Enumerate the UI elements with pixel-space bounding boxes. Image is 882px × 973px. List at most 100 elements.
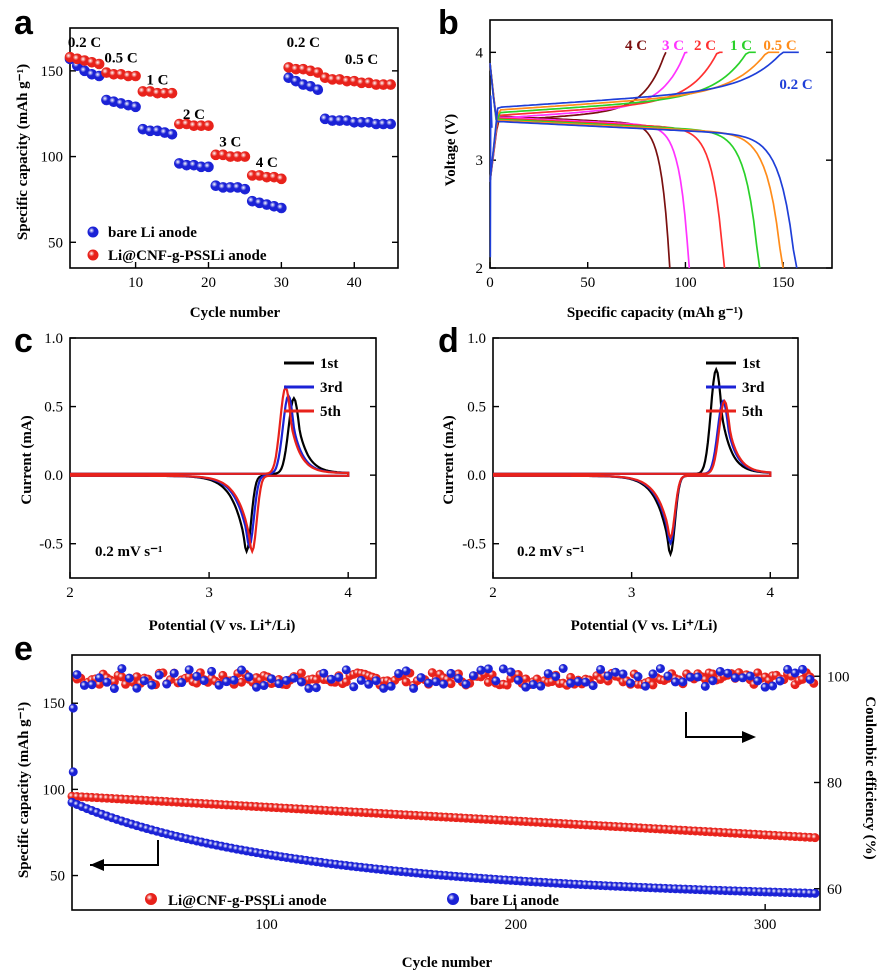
discharge-curve: [489, 63, 761, 269]
y-tick-label: 0.5: [44, 400, 63, 416]
bare-ce-point: [229, 675, 239, 685]
rate-label-1: 3 C: [662, 38, 684, 54]
x-tick-label: 300: [754, 917, 777, 933]
bare-ce-point: [222, 677, 232, 687]
bare-ce-point: [596, 664, 606, 674]
bare-ce-point: [401, 666, 411, 676]
bare-ce-point: [334, 672, 344, 682]
chart-d-xlabel: Potential (V vs. Li⁺/Li): [571, 618, 718, 634]
charge-curve: [489, 51, 688, 182]
bare-ce-point: [379, 683, 389, 693]
chart-e: 100 200 300 50 100 150 60 80 100 Li@CNF-g-PSSLi …: [16, 654, 878, 971]
bare-ce-point: [566, 678, 576, 688]
legend-label: 1st: [742, 356, 760, 372]
bare-ce-point: [184, 665, 194, 675]
legend-a-bare-marker: [87, 226, 99, 238]
bare-ce-point: [453, 674, 463, 684]
bare-ce-point: [491, 676, 501, 686]
bare-ce-point: [693, 672, 703, 682]
y-tick-label: 1.0: [44, 331, 63, 347]
chart-b-ylabel: Voltage (V): [443, 114, 459, 186]
panel-letter-d: d: [438, 322, 459, 360]
legend-a-cnf-label: Li@CNF-g-PSSLi anode: [108, 248, 267, 264]
y-tick-label: 0.5: [467, 400, 486, 416]
y-tick-label: 150: [43, 696, 66, 712]
cnf-point: [166, 87, 178, 99]
bare-ce-point: [416, 673, 426, 683]
y-tick-label-right: 80: [827, 776, 842, 792]
bare-ce-point: [154, 670, 164, 680]
chart-c-legend: 1st 3rd 5th: [284, 356, 343, 420]
bare-ce-point: [326, 674, 336, 684]
y-tick-label: 100: [43, 782, 66, 798]
bare-li-point: [385, 118, 397, 130]
bare-ce-point: [633, 672, 643, 682]
bare-ce-point: [723, 668, 733, 678]
chart-e-xlabel: Cycle number: [402, 955, 493, 971]
cnf-ce-point: [446, 679, 456, 689]
discharge-curve: [489, 63, 784, 269]
left-axis-arrow: [90, 840, 159, 866]
bare-ce-point: [274, 679, 284, 689]
bare-ce-point: [655, 664, 665, 674]
cv-curve: [493, 398, 772, 541]
bare-ce-point: [648, 669, 658, 679]
bare-ce-point: [87, 680, 97, 690]
bare-ce-point: [536, 681, 546, 691]
bare-ce-point: [753, 676, 763, 686]
cnf-point: [93, 58, 105, 70]
rate-label-4: 0.5 C: [763, 38, 796, 54]
rate-label: 4 C: [256, 155, 278, 171]
charge-curve: [489, 51, 799, 182]
rate-label-3: 1 C: [730, 38, 752, 54]
rate-label-2: 2 C: [694, 38, 716, 54]
bare-ce-point: [573, 677, 583, 687]
legend-e-bare-label: bare Li anode: [470, 893, 559, 909]
bare-ce-point: [289, 673, 299, 683]
rate-label: 0.2 C: [68, 35, 101, 51]
bare-ce-point: [805, 674, 815, 684]
bare-ce-point: [192, 671, 202, 681]
y-tick-label: 0.0: [467, 468, 486, 484]
cv-curve: [70, 384, 350, 555]
y-tick-label: 2: [476, 261, 484, 277]
panel-letter-c: c: [14, 322, 33, 360]
bare-ce-point: [678, 677, 688, 687]
x-tick-label: 10: [128, 275, 143, 291]
legend-a-cnf-marker: [87, 249, 99, 261]
cnf-capacity-point: [810, 833, 820, 843]
chart-a-marks: [64, 51, 397, 214]
bare-ce-point: [386, 681, 396, 691]
bare-ce-point: [162, 679, 172, 689]
bare-li-point: [130, 101, 141, 113]
panel-letter-a: a: [14, 4, 34, 42]
bare-ce-outlier: [68, 767, 78, 777]
chart-e-legend: Li@CNF-g-PSSLi anode bare Li anode: [145, 893, 559, 909]
chart-c-axes: 2 3 4 -0.5 0.0 0.5 1.0: [39, 331, 377, 601]
bare-ce-point: [468, 671, 478, 681]
chart-d-marks: [493, 366, 772, 558]
bare-ce-point: [124, 673, 134, 683]
y-tick-label: 150: [41, 64, 64, 80]
initial-spike: [489, 95, 493, 258]
bare-ce-point: [72, 670, 82, 680]
bare-ce-point: [611, 667, 621, 677]
bare-ce-point: [304, 683, 314, 693]
bare-ce-point: [169, 668, 179, 678]
bare-ce-point: [603, 671, 613, 681]
x-tick-label: 200: [505, 917, 528, 933]
y-tick-label: -0.5: [462, 537, 486, 553]
bare-ce-point: [640, 681, 650, 691]
bare-ce-point: [364, 679, 374, 689]
x-tick-label: 3: [628, 585, 636, 601]
chart-c-marks: [70, 384, 350, 555]
bare-ce-point: [319, 668, 329, 678]
bare-ce-point: [147, 680, 157, 690]
chart-a-axes: 10 20 30 40 50 100 150: [41, 27, 399, 291]
bare-ce-point: [177, 678, 187, 688]
y-tick-label-right: 100: [827, 669, 850, 685]
rate-label: 2 C: [183, 107, 205, 123]
cnf-point: [203, 120, 214, 132]
bare-ce-point: [798, 664, 808, 674]
